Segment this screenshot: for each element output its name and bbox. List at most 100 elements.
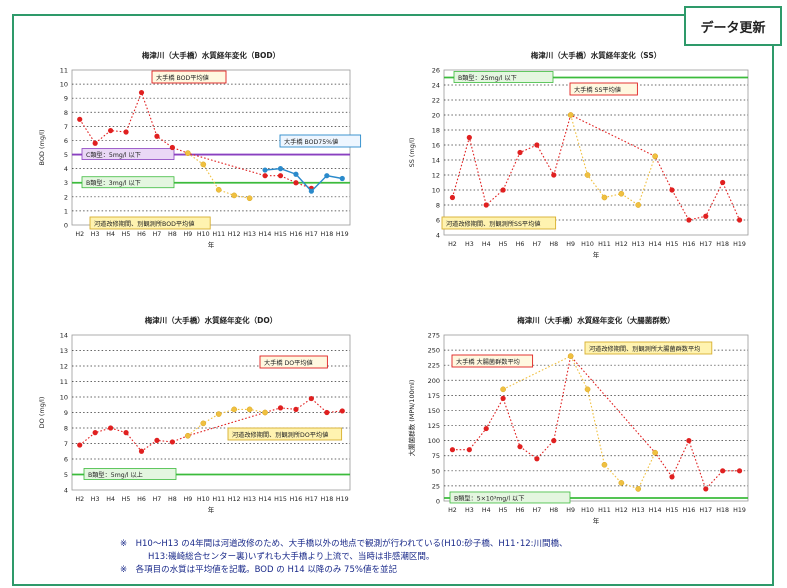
data-point bbox=[500, 386, 506, 393]
x-tick-label: H7 bbox=[533, 507, 542, 514]
data-point bbox=[618, 190, 625, 197]
x-tick-label: H8 bbox=[549, 241, 558, 248]
x-tick-label: H16 bbox=[683, 507, 696, 514]
data-point bbox=[123, 129, 129, 135]
data-point bbox=[215, 186, 222, 193]
data-point bbox=[534, 456, 540, 462]
data-point bbox=[584, 172, 591, 178]
annotation-box bbox=[89, 216, 211, 230]
y-tick-label: 8 bbox=[64, 109, 68, 117]
y-tick-label: 200 bbox=[428, 377, 440, 385]
x-tick-label: H14 bbox=[259, 231, 272, 238]
y-tick-label: 12 bbox=[60, 363, 68, 371]
x-tick-label: H13 bbox=[632, 241, 645, 248]
x-tick-label: H3 bbox=[91, 231, 100, 238]
threshold-label-box bbox=[449, 491, 571, 504]
chart-title: 梅津川（大手橋）水質経年変化（BOD） bbox=[142, 50, 280, 60]
x-axis-label: 年 bbox=[208, 240, 215, 249]
x-tick-label: H12 bbox=[228, 496, 241, 503]
data-point bbox=[500, 187, 506, 193]
x-tick-label: H3 bbox=[465, 507, 474, 514]
x-tick-label: H7 bbox=[153, 496, 162, 503]
x-tick-label: H6 bbox=[516, 241, 525, 248]
footnotes: ※ H10～H13 の4年間は河道改修のため、大手橋以外の地点で観測が行われてい… bbox=[120, 538, 760, 577]
footnote-3: ※ 各項目の水質は平均値を記載。BOD の H14 以降のみ 75%値を並記 bbox=[120, 565, 397, 575]
annotation-label: 大手橋 SS平均値 bbox=[574, 86, 621, 94]
plot-area bbox=[443, 69, 749, 236]
data-point bbox=[483, 425, 489, 432]
x-tick-label: H19 bbox=[336, 231, 349, 238]
y-tick-label: 11 bbox=[60, 378, 68, 386]
x-tick-label: H18 bbox=[716, 507, 729, 514]
x-axis-label: 年 bbox=[208, 505, 215, 514]
x-tick-label: H16 bbox=[290, 496, 303, 503]
y-tick-label: 24 bbox=[432, 82, 440, 90]
x-tick-label: H17 bbox=[699, 241, 712, 248]
annotation-box bbox=[279, 134, 362, 148]
y-tick-label: 75 bbox=[432, 452, 440, 460]
x-tick-label: H8 bbox=[168, 231, 177, 238]
data-point bbox=[703, 486, 709, 492]
data-point bbox=[466, 134, 472, 141]
data-point bbox=[92, 430, 98, 436]
annotation-box bbox=[569, 82, 638, 96]
x-tick-label: H13 bbox=[243, 231, 256, 238]
data-point bbox=[686, 438, 692, 444]
data-point bbox=[551, 172, 557, 178]
y-tick-label: 4 bbox=[64, 487, 68, 495]
annotation-box bbox=[441, 216, 557, 230]
y-tick-label: 275 bbox=[428, 332, 440, 340]
y-tick-label: 7 bbox=[64, 123, 68, 131]
y-tick-label: 5 bbox=[64, 151, 68, 159]
y-tick-label: 225 bbox=[428, 362, 440, 370]
data-point bbox=[262, 409, 268, 416]
annotation-label: 大手橋 DO平均値 bbox=[264, 359, 313, 367]
data-point bbox=[138, 89, 145, 96]
data-point bbox=[449, 194, 456, 201]
threshold-label-box bbox=[453, 71, 554, 83]
y-tick-label: 2 bbox=[64, 193, 68, 201]
data-point bbox=[277, 405, 284, 411]
y-tick-label: 11 bbox=[60, 67, 68, 75]
x-tick-label: H2 bbox=[75, 496, 84, 503]
data-point bbox=[108, 127, 114, 134]
annotation-label: 河道改修期間、別観測所SS平均値 bbox=[446, 220, 540, 228]
data-point bbox=[567, 112, 574, 118]
data-update-button[interactable]: データ更新 bbox=[684, 6, 782, 46]
y-tick-label: 150 bbox=[428, 407, 440, 415]
y-tick-label: 10 bbox=[60, 394, 68, 402]
data-point bbox=[669, 474, 675, 480]
data-point bbox=[517, 149, 523, 156]
threshold-label: B類型：5×10³mg/l 以下 bbox=[454, 494, 524, 502]
footnote-2: H13:磯崎総合センター裏)いずれも大手橋より上流で、当時は非感潮区間。 bbox=[148, 552, 435, 562]
x-tick-label: H8 bbox=[168, 496, 177, 503]
y-axis-label: SS (mg/l) bbox=[408, 138, 416, 168]
y-tick-label: 125 bbox=[428, 422, 440, 430]
data-point bbox=[584, 386, 591, 393]
series-line bbox=[452, 354, 740, 490]
x-tick-label: H9 bbox=[183, 231, 192, 238]
threshold-label-box bbox=[81, 176, 175, 189]
threshold-label: B類型：3mg/l 以下 bbox=[86, 179, 141, 187]
y-axis-label: DO (mg/l) bbox=[38, 397, 46, 429]
x-tick-label: H5 bbox=[122, 496, 131, 503]
y-tick-label: 9 bbox=[64, 409, 68, 417]
annotation-box bbox=[227, 427, 343, 441]
data-point bbox=[277, 173, 284, 179]
annotation-box bbox=[584, 341, 713, 355]
data-point bbox=[601, 194, 608, 201]
x-tick-label: H10 bbox=[581, 241, 594, 248]
x-tick-label: H13 bbox=[243, 496, 256, 503]
x-tick-label: H16 bbox=[683, 241, 696, 248]
x-tick-label: H15 bbox=[666, 241, 679, 248]
data-point bbox=[567, 353, 574, 359]
data-point bbox=[293, 406, 299, 412]
x-tick-label: H11 bbox=[212, 231, 225, 238]
y-tick-label: 16 bbox=[432, 142, 440, 150]
data-point bbox=[500, 395, 506, 401]
series-line bbox=[570, 114, 656, 206]
x-tick-label: H18 bbox=[320, 496, 333, 503]
x-axis-label: 年 bbox=[593, 516, 600, 525]
data-point bbox=[449, 447, 456, 453]
data-point bbox=[324, 173, 330, 179]
